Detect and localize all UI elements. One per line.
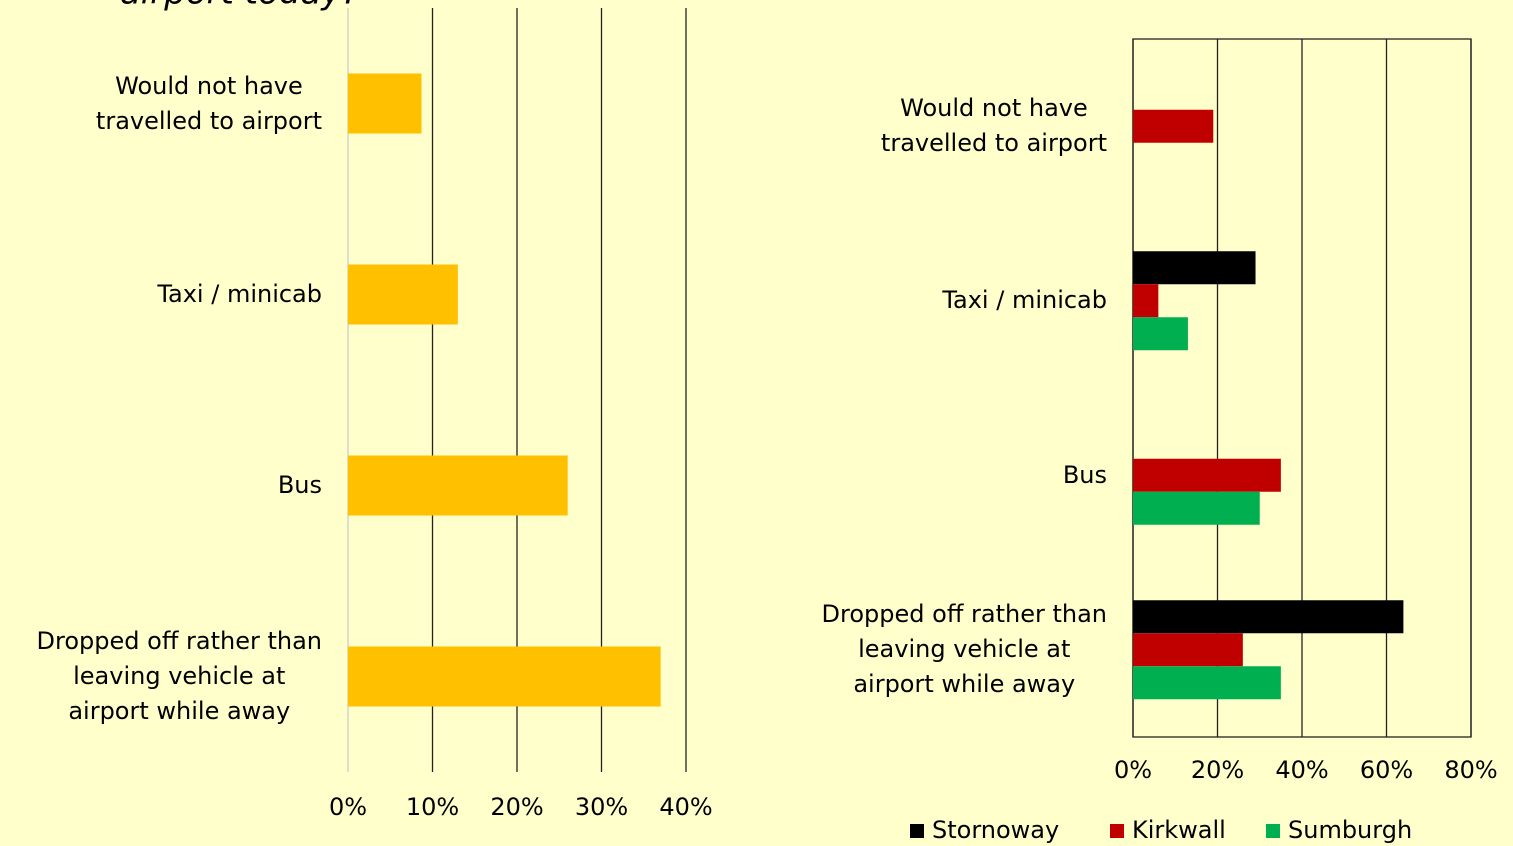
category-text: Would not have travelled to airport (880, 94, 1107, 158)
y-tick-label: Dropped off rather than leaving vehicle … (2, 581, 322, 772)
y-tick-label: Taxi / minicab (777, 214, 1107, 389)
y-tick-label: Would not have travelled to airport (777, 39, 1107, 214)
legend-swatch (1110, 824, 1124, 838)
bar (1133, 251, 1256, 285)
bar (348, 455, 568, 516)
chart-title: airport today? (120, 0, 359, 13)
plot-border (1132, 38, 1472, 738)
x-tick-label: 20% (1191, 756, 1244, 784)
bar (1133, 317, 1188, 351)
y-tick-label: Taxi / minicab (2, 199, 322, 390)
bar (1133, 600, 1404, 634)
legend-label: Stornoway (932, 816, 1059, 844)
x-tick-label: 80% (1444, 756, 1497, 784)
x-tick-label: 20% (490, 793, 543, 821)
bar (1133, 458, 1281, 492)
category-text: Dropped off rather than leaving vehicle … (36, 627, 322, 725)
category-text: Would not have travelled to airport (95, 71, 322, 135)
category-text: Dropped off rather than leaving vehicle … (821, 600, 1107, 699)
y-tick-label: Would not have travelled to airport (2, 8, 322, 199)
category-text: Taxi / minicab (942, 286, 1107, 315)
bar (1133, 109, 1214, 143)
bar (348, 264, 458, 325)
category-text: Bus (1062, 460, 1107, 489)
y-tick-label: Dropped off rather than leaving vehicle … (777, 563, 1107, 738)
x-tick-label: 30% (575, 793, 628, 821)
bar (348, 73, 422, 134)
bar (1133, 284, 1159, 318)
bar (348, 646, 661, 707)
x-tick-label: 10% (406, 793, 459, 821)
legend-swatch (910, 824, 924, 838)
legend-label: Kirkwall (1132, 816, 1226, 844)
x-tick-label: 60% (1360, 756, 1413, 784)
y-tick-label: Bus (2, 390, 322, 581)
category-text: Bus (277, 471, 322, 499)
x-tick-label: 0% (329, 793, 367, 821)
x-tick-label: 0% (1114, 756, 1152, 784)
x-tick-label: 40% (1275, 756, 1328, 784)
legend-swatch (1266, 824, 1280, 838)
category-text: Taxi / minicab (157, 280, 322, 308)
bar (1133, 666, 1281, 700)
legend-label: Sumburgh (1288, 816, 1412, 844)
bar (1133, 633, 1243, 667)
x-tick-label: 40% (659, 793, 712, 821)
bar (1133, 491, 1260, 525)
y-tick-label: Bus (777, 388, 1107, 563)
